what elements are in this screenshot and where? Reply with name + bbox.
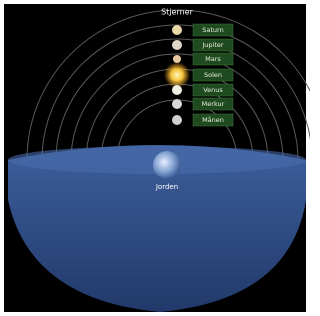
- body-label: Merkur: [202, 100, 225, 108]
- body-label: Jupiter: [201, 41, 224, 49]
- body: [173, 55, 181, 63]
- body: [172, 85, 182, 95]
- body: [164, 62, 190, 88]
- body-label: Solen: [204, 71, 222, 79]
- body: [172, 25, 182, 35]
- body-label: Månen: [202, 115, 224, 124]
- body: [172, 115, 182, 125]
- body-label: Mars: [205, 55, 221, 63]
- diagram: Jorden Stjerner Saturn Jupiter Mars Solen Ve…: [0, 0, 310, 316]
- body-label: Saturn: [202, 26, 223, 34]
- body-label: Venus: [203, 86, 223, 94]
- title: Stjerner: [161, 8, 194, 17]
- body: [172, 40, 182, 50]
- earth-label: Jorden: [155, 183, 178, 191]
- body: [172, 99, 182, 109]
- page: Jorden Stjerner Saturn Jupiter Mars Solen Ve…: [0, 0, 320, 316]
- earth: [153, 151, 181, 179]
